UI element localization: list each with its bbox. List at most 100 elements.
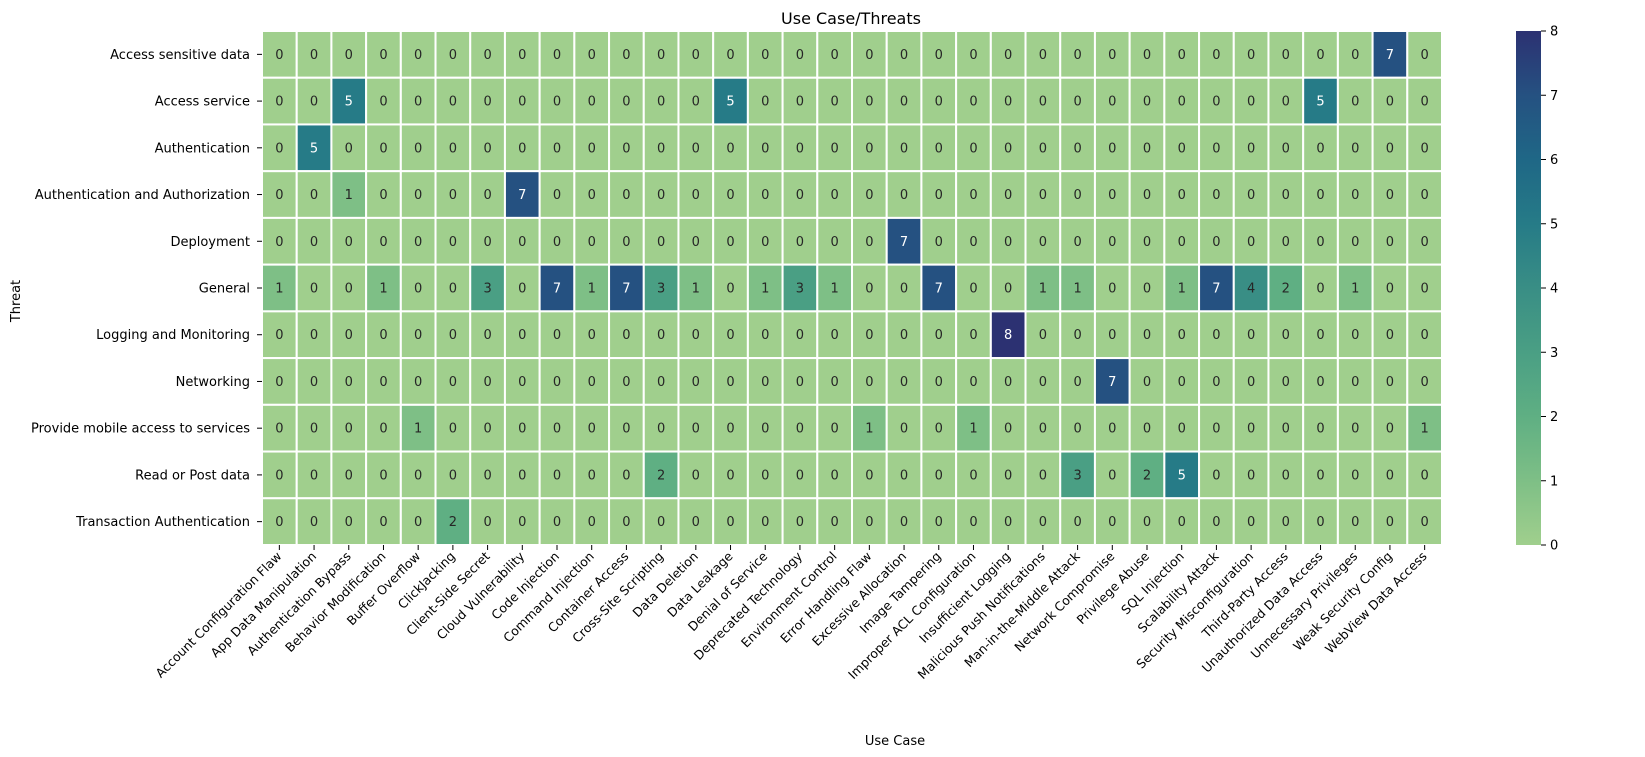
heatmap-cell-value: 0: [414, 375, 422, 390]
heatmap-cell-value: 0: [900, 141, 908, 156]
heatmap-cell: [851, 310, 888, 360]
heatmap-cell: [1024, 30, 1062, 79]
heatmap-cell-value: 0: [657, 95, 665, 110]
heatmap-cell-value: 0: [275, 375, 283, 390]
heatmap-cell-value: 0: [831, 515, 839, 530]
colorbar-tick-label: 6: [1550, 153, 1558, 168]
heatmap-cell-value: 0: [969, 468, 977, 483]
heatmap-cell: [851, 170, 888, 219]
colorbar-tick-label: 7: [1550, 89, 1558, 104]
heatmap-cell-value: 0: [726, 141, 734, 156]
heatmap-cell: [1163, 170, 1201, 219]
heatmap-cell: [955, 497, 992, 547]
heatmap-cell-value: 0: [1039, 422, 1047, 437]
heatmap-cell: [573, 450, 611, 500]
heatmap-cell-value: 0: [345, 141, 353, 156]
heatmap-cell-value: 0: [275, 188, 283, 203]
heatmap-cell-value: 0: [1247, 48, 1255, 63]
heatmap-cell-value: 0: [1143, 375, 1151, 390]
heatmap-cell-value: 0: [1351, 235, 1359, 250]
heatmap-cell-value: 0: [796, 95, 804, 110]
heatmap-cell: [642, 216, 680, 266]
heatmap-cell-value: 0: [1247, 328, 1255, 343]
heatmap-cell: [1093, 170, 1131, 219]
heatmap-cell-value: 0: [1178, 48, 1186, 63]
heatmap-cell: [885, 403, 923, 453]
heatmap-cell-value: 7: [553, 282, 561, 297]
heatmap-cell-value: 0: [935, 328, 943, 343]
heatmap-cell-value: 0: [1351, 515, 1359, 530]
heatmap-cell: [1024, 123, 1062, 173]
heatmap-cell: [781, 403, 819, 453]
colorbar-tick-label: 3: [1550, 346, 1558, 361]
heatmap-cell-value: 0: [1004, 141, 1012, 156]
heatmap-cell-value: 0: [935, 188, 943, 203]
heatmap-cell-value: 1: [1073, 282, 1081, 297]
heatmap-cell: [712, 357, 749, 406]
heatmap-cell-value: 0: [379, 375, 387, 390]
heatmap-cell-value: 0: [796, 328, 804, 343]
heatmap-cell-value: 0: [1212, 328, 1220, 343]
heatmap-cell-value: 0: [379, 141, 387, 156]
heatmap-cell: [1232, 497, 1270, 547]
heatmap-cell-value: 0: [1108, 422, 1116, 437]
heatmap-cell-value: 0: [518, 375, 526, 390]
heatmap-cell: [677, 170, 715, 219]
heatmap-cell-value: 0: [692, 188, 700, 203]
heatmap-cell: [1163, 30, 1201, 79]
heatmap-cell-value: 0: [969, 515, 977, 530]
heatmap-cell: [1059, 170, 1096, 219]
heatmap-cell: [1406, 357, 1443, 406]
heatmap-cell-value: 0: [831, 141, 839, 156]
heatmap-cell: [712, 76, 749, 126]
heatmap-cell-value: 0: [1212, 141, 1220, 156]
heatmap-cell: [538, 263, 576, 313]
heatmap-cell: [1093, 76, 1131, 126]
x-tick-label: Account Configuration Flaw: [152, 549, 284, 681]
heatmap-cell-value: 7: [622, 282, 630, 297]
heatmap-cell-value: 0: [622, 48, 630, 63]
heatmap-cell-value: 0: [622, 328, 630, 343]
heatmap-cell-value: 0: [1073, 328, 1081, 343]
heatmap-cell-value: 0: [1282, 48, 1290, 63]
heatmap-cell: [573, 403, 611, 453]
heatmap-cell: [1232, 123, 1270, 173]
heatmap-cell-value: 0: [1247, 95, 1255, 110]
heatmap-cell: [434, 123, 472, 173]
heatmap-cell-value: 0: [761, 328, 769, 343]
heatmap-cell-value: 0: [1073, 95, 1081, 110]
heatmap-cell-value: 0: [588, 188, 596, 203]
heatmap-cell-value: 0: [1386, 282, 1394, 297]
heatmap-cell-value: 0: [1178, 141, 1186, 156]
colorbar-tick-label: 2: [1550, 410, 1558, 425]
heatmap-cell-value: 0: [414, 48, 422, 63]
heatmap-cell: [677, 216, 715, 266]
heatmap-cell-value: 0: [1212, 188, 1220, 203]
y-axis-ticks: Access sensitive data Access service Authe…: [31, 48, 262, 530]
heatmap-cell: [642, 403, 680, 453]
heatmap-cell: [608, 216, 645, 266]
heatmap-cell-value: 7: [518, 188, 526, 203]
heatmap-cell-value: 0: [900, 282, 908, 297]
heatmap-cell-value: 0: [831, 468, 839, 483]
heatmap-cell-value: 2: [657, 468, 665, 483]
heatmap-cell-value: 0: [483, 328, 491, 343]
heatmap-cell: [920, 30, 958, 79]
heatmap-cell-value: 0: [1143, 235, 1151, 250]
heatmap-cell: [1163, 357, 1201, 406]
heatmap-cell-value: 0: [310, 515, 318, 530]
heatmap-cell: [538, 357, 576, 406]
heatmap-cell-value: 0: [553, 141, 561, 156]
heatmap-cell-value: 0: [1073, 188, 1081, 203]
heatmap-cell: [920, 170, 958, 219]
heatmap-cell-value: 8: [1004, 328, 1012, 343]
heatmap-cell-value: 3: [657, 282, 665, 297]
heatmap-cell-value: 0: [1039, 375, 1047, 390]
colorbar: 0 1 2 3 4 5 6 7 8: [1516, 25, 1558, 554]
heatmap-cell-value: 0: [483, 95, 491, 110]
heatmap-cell: [1232, 170, 1270, 219]
heatmap-cell: [1198, 357, 1235, 406]
heatmap-cell: [1336, 76, 1374, 126]
heatmap-cell-value: 0: [900, 468, 908, 483]
heatmap-cell-value: 0: [1108, 95, 1116, 110]
